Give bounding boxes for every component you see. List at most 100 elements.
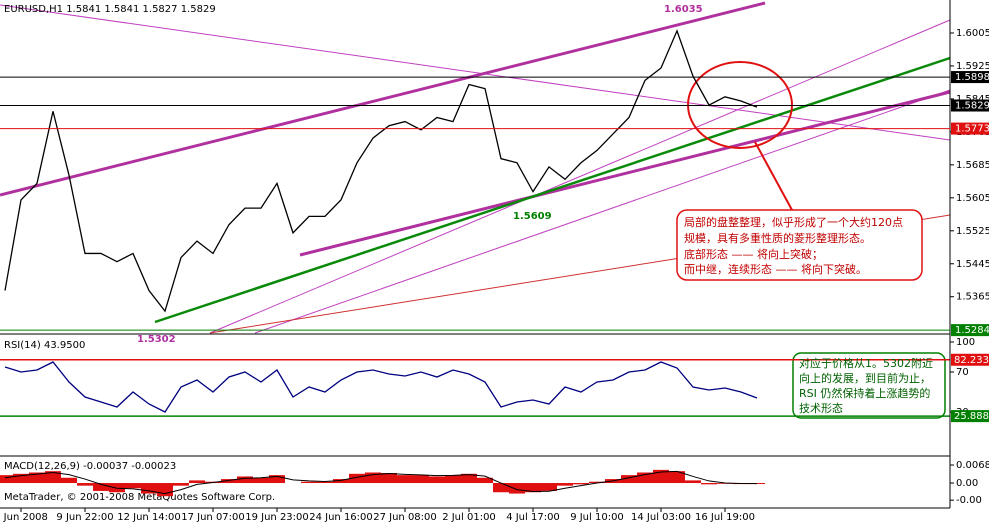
macd-bar	[253, 477, 269, 484]
macd-bar	[429, 476, 445, 484]
note-text: 向上的发展，到目前为止，	[799, 371, 931, 385]
price-tag-label: 1.5898	[955, 72, 989, 83]
macd-bar	[29, 472, 45, 484]
macd-bar	[301, 481, 317, 484]
channel-line	[0, 1, 766, 197]
price-tag-label: 1.5284	[955, 325, 989, 336]
macd-bar	[333, 479, 349, 484]
macd-bar	[221, 479, 237, 484]
macd-bar	[573, 483, 589, 485]
macd-bar	[621, 475, 637, 484]
macd-bar	[477, 477, 493, 484]
macd-bar	[189, 480, 205, 484]
high-label: 1.6035	[664, 4, 703, 15]
macd-bar	[397, 475, 413, 484]
x-tick-label: 5 Jun 2008	[0, 512, 48, 523]
note-text: 技术形态	[799, 402, 843, 415]
macd-bar	[381, 473, 397, 484]
note-text: 对应于价格从1。5302附近	[799, 356, 933, 370]
macd-bar	[541, 483, 557, 491]
price-tag	[951, 99, 989, 112]
macd-bar	[0, 475, 13, 484]
callout-text: 而中继，连续形态 —— 将向下突破。	[684, 262, 867, 276]
trend-line	[254, 89, 951, 334]
x-tick-label: 14 Jul 03:00	[631, 512, 691, 523]
macd-bar	[45, 471, 61, 484]
macd-bar	[125, 483, 141, 489]
macd-bar	[509, 483, 525, 494]
price-tag	[951, 324, 989, 337]
price-tag	[951, 71, 989, 84]
macd-bar	[317, 481, 333, 484]
macd-bar	[525, 483, 541, 493]
x-tick-label: 19 Jun 23:00	[245, 512, 309, 523]
low-label: 1.5302	[137, 334, 176, 345]
macd-bar	[653, 469, 669, 484]
y-tick-label: 1.5845	[956, 94, 989, 105]
macd-bar	[461, 473, 477, 484]
macd-bar	[701, 483, 717, 485]
macd-bar	[269, 475, 285, 484]
signal-line	[4, 470, 758, 495]
pane-title: MACD(12,26,9) -0.00037 -0.00023	[4, 461, 176, 472]
y-tick-label: -0.00	[956, 495, 982, 506]
macd-bar	[413, 475, 429, 484]
macd-bar	[141, 483, 157, 494]
macd-bar	[157, 483, 173, 497]
x-tick-label: 27 Jun 08:00	[373, 512, 437, 523]
level-tag	[951, 353, 989, 366]
note-text: RSI 仍然保持着上涨趋势的	[799, 386, 930, 400]
macd-bar	[669, 471, 685, 484]
y-tick-label: 0.00684	[956, 460, 989, 471]
y-tick-label: 1.5365	[956, 292, 989, 303]
price-line	[4, 361, 758, 413]
price-line	[4, 29, 758, 313]
y-tick-label: 100	[956, 337, 975, 348]
level-tag	[951, 410, 989, 423]
channel-line	[299, 90, 951, 257]
macd-bar	[173, 483, 189, 486]
macd-bar	[349, 473, 365, 484]
y-tick-label: 0.00	[956, 478, 978, 489]
trend-line	[209, 19, 951, 334]
x-tick-label: 2 Jul 01:00	[442, 512, 496, 523]
callout-text: 规模，具有多重性质的菱形整理形态。	[684, 231, 871, 245]
macd-bar	[589, 481, 605, 484]
copyright: MetaTrader, © 2001-2008 MetaQuotes Softw…	[4, 492, 275, 503]
x-tick-label: 9 Jun 22:00	[56, 512, 113, 523]
trend-line	[0, 4, 951, 141]
callout-text: 局部的盘整整理，似乎形成了一个大约120点	[684, 215, 903, 229]
circle	[687, 61, 793, 149]
macd-bar	[493, 483, 509, 493]
level-tag-label: 25.8883	[954, 411, 989, 422]
arrow	[754, 141, 793, 211]
macd-bar	[365, 472, 381, 484]
x-tick-label: 4 Jul 17:00	[506, 512, 560, 523]
callout-box	[676, 209, 923, 281]
macd-bar	[637, 472, 653, 484]
macd-bar	[445, 475, 461, 484]
x-tick-label: 12 Jun 14:00	[117, 512, 181, 523]
x-tick-label: 17 Jun 07:00	[181, 512, 245, 523]
note-box	[792, 352, 946, 419]
y-tick-label: 1.6005	[956, 28, 989, 39]
support-line	[154, 56, 951, 324]
pane-title: RSI(14) 43.9500	[4, 340, 85, 351]
x-tick-label: 9 Jul 10:00	[570, 512, 624, 523]
macd-bar	[61, 477, 77, 484]
callout-text: 底部形态 —— 将向上突破；	[684, 247, 823, 261]
x-tick-label: 16 Jul 19:00	[695, 512, 755, 523]
macd-bar	[557, 483, 573, 486]
y-tick-label: 1.5605	[956, 193, 989, 204]
macd-bar	[237, 476, 253, 484]
level-tag-label: 82.2335	[954, 355, 989, 366]
price-tag	[951, 122, 989, 135]
macd-bar	[109, 483, 125, 493]
low-label: 1.5609	[513, 211, 552, 222]
y-tick-label: 1.5525	[956, 226, 989, 237]
macd-bar	[77, 483, 93, 486]
y-tick-label: 70	[956, 367, 969, 378]
price-tag-label: 1.5773	[955, 124, 989, 135]
x-tick-label: 24 Jun 16:00	[309, 512, 373, 523]
